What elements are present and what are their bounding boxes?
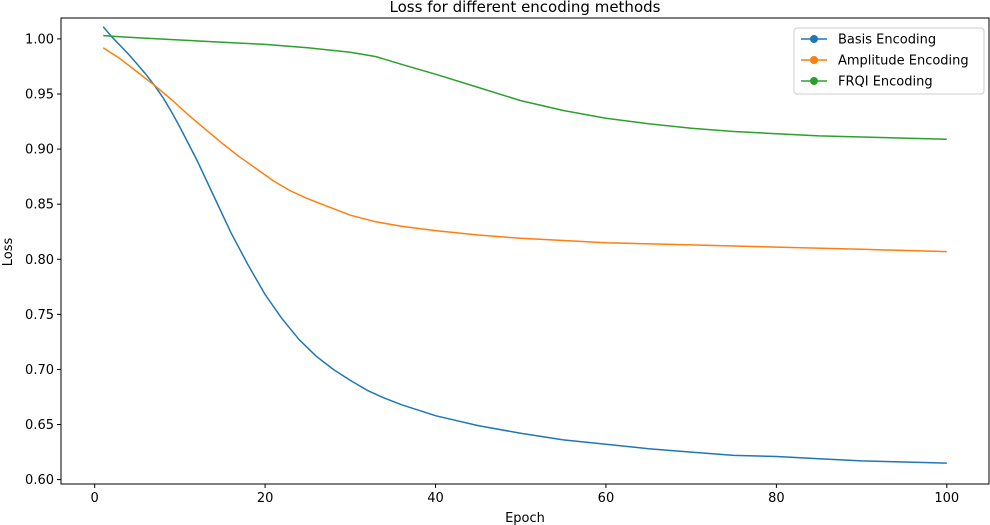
y-tick-label: 0.75 (25, 308, 54, 323)
x-tick-label: 40 (427, 491, 444, 506)
x-axis-title: Epoch (505, 511, 545, 525)
series-line-2 (102, 47, 947, 253)
y-tick-label: 0.70 (25, 363, 54, 378)
series-layer (102, 26, 947, 464)
x-tick-label: 80 (768, 491, 785, 506)
y-tick-label: 0.95 (25, 88, 54, 103)
legend-label-3: FRQI Encoding (838, 75, 933, 90)
series-line-3 (103, 34, 947, 140)
legend-label-2: Amplitude Encoding (838, 54, 969, 69)
legend-label-1: Basis Encoding (838, 33, 936, 48)
y-axis-title: Loss (1, 238, 16, 267)
x-tick-label: 100 (934, 491, 959, 506)
legend: Basis Encoding Amplitude Encoding FRQI Enc… (793, 27, 985, 95)
legend-marker-3 (810, 77, 818, 85)
x-ticks: 0 20 40 60 80 100 (91, 484, 959, 506)
legend-marker-2 (810, 56, 818, 64)
plot-frame (60, 17, 990, 485)
y-tick-label: 0.60 (25, 473, 54, 488)
y-tick-label: 0.65 (25, 418, 54, 433)
x-tick-label: 20 (257, 491, 274, 506)
chart-title: Loss for different encoding methods (390, 0, 661, 16)
legend-marker-1 (810, 35, 818, 43)
legend-box (793, 27, 985, 95)
y-ticks: 0.60 0.65 0.70 0.75 0.80 0.85 0.90 0.95 1.00 (25, 32, 61, 488)
legend-items: Basis Encoding Amplitude Encoding FRQI Enc… (801, 33, 969, 90)
y-tick-label: 0.85 (25, 198, 54, 213)
x-tick-label: 60 (598, 491, 615, 506)
y-tick-label: 0.90 (25, 143, 54, 158)
y-tick-label: 0.80 (25, 253, 54, 268)
x-tick-label: 0 (91, 491, 99, 506)
y-tick-label: 1.00 (25, 32, 54, 47)
